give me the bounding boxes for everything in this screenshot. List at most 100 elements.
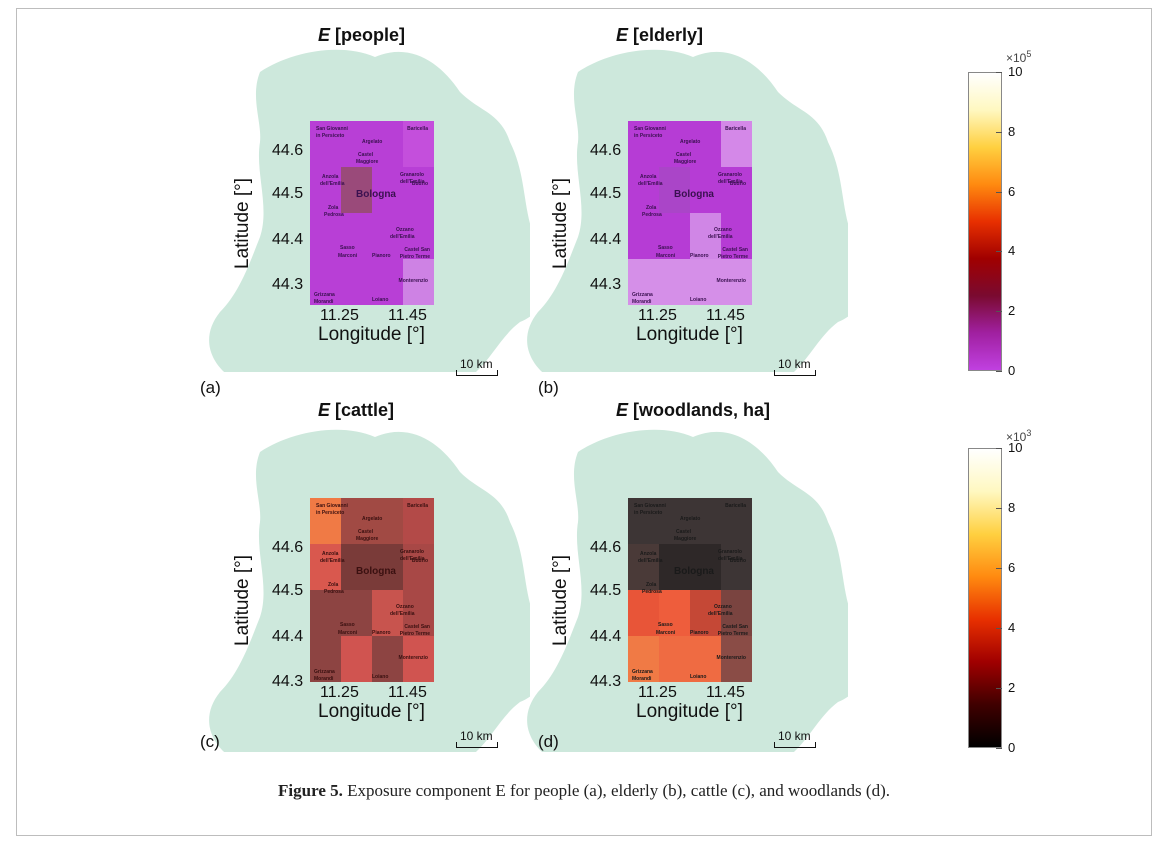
- municipality-label: Budrio: [412, 558, 428, 564]
- municipality-label: Anzola: [322, 551, 339, 557]
- grid-cell: [690, 121, 722, 168]
- municipality-label: Granarolo: [718, 549, 742, 555]
- grid-cell: [341, 121, 373, 168]
- grid-cell: [341, 590, 373, 637]
- colorbar-bottom: [968, 448, 1002, 748]
- grid-cell: [628, 167, 660, 214]
- municipality-label: dell'Emilia: [708, 234, 733, 240]
- scale-bar-label: 10 km: [778, 357, 811, 371]
- caption-text: Exposure component E for people (a), eld…: [342, 781, 890, 800]
- municipality-label: Anzola: [322, 174, 339, 180]
- grid-cell: [310, 213, 342, 260]
- grid-cell: [372, 259, 404, 305]
- colorbar-tick-mark: [996, 251, 1002, 253]
- municipality-label: dell'Emilia: [400, 179, 425, 185]
- municipality-label: San Giovanni: [316, 126, 349, 132]
- colorbar-tick-mark: [996, 748, 1002, 749]
- municipality-label: dell'Emilia: [400, 556, 425, 562]
- municipality-label: Sasso: [340, 622, 355, 628]
- grid-cell: [628, 590, 660, 637]
- y-tick-label: 44.4: [590, 628, 622, 645]
- municipality-label: Marconi: [656, 630, 676, 636]
- municipality-label: Pianoro: [690, 630, 709, 636]
- grid-cell: [721, 498, 752, 545]
- grid-cell: [690, 259, 722, 305]
- scale-bar-line: [774, 370, 816, 376]
- title-variable: E: [318, 400, 331, 420]
- y-tick-label: 44.6: [590, 539, 622, 556]
- municipality-label: Baricella: [407, 126, 428, 132]
- municipality-label: Castel: [676, 529, 692, 535]
- grid-cell: [721, 121, 752, 168]
- colorbar-tick-mark: [996, 191, 1002, 193]
- y-tick-label: 44.6: [590, 142, 622, 159]
- municipality-label: Monterenzio: [399, 278, 428, 284]
- municipality-label: Baricella: [725, 126, 746, 132]
- colorbar-tick-label: 8: [1008, 500, 1016, 515]
- scale-bar: 10 km: [774, 357, 816, 376]
- grid-cell: [659, 259, 691, 305]
- scale-bar-label: 10 km: [460, 357, 493, 371]
- grid-cell: [659, 213, 691, 260]
- grid-cell: [628, 213, 660, 260]
- title-text: [people]: [330, 25, 406, 45]
- grid-cell: [690, 636, 722, 682]
- y-tick-label: 44.6: [272, 539, 304, 556]
- grid-cell: [372, 121, 404, 168]
- municipality-label: San Giovanni: [634, 126, 667, 132]
- x-axis-label: Longitude [°]: [636, 324, 743, 345]
- figure-frame: [16, 8, 1152, 836]
- colorbar-top: [968, 72, 1002, 371]
- grid-cell: [372, 213, 404, 260]
- grid-cell: [341, 167, 373, 214]
- municipality-label: Granarolo: [718, 172, 742, 178]
- municipality-label: Grizzana: [632, 292, 653, 298]
- municipality-label: Ozzano: [714, 227, 732, 233]
- municipality-label: Grizzana: [314, 669, 335, 675]
- municipality-label: Sasso: [658, 245, 673, 251]
- y-tick-label: 44.3: [272, 673, 304, 690]
- grid-cell: [659, 636, 691, 682]
- title-variable: E: [616, 25, 629, 45]
- x-tick-label: 11.45: [706, 684, 745, 701]
- municipality-label: Castel: [358, 529, 374, 535]
- municipality-label: dell'Emilia: [638, 558, 663, 564]
- grid-cell: [372, 544, 404, 591]
- colorbar-tick-label: 10: [1008, 64, 1023, 79]
- grid-cell: [628, 259, 660, 305]
- grid-cell: [372, 590, 404, 637]
- y-axis-label: Latitude [°]: [232, 177, 253, 269]
- municipality-label: Ozzano: [396, 227, 414, 233]
- x-tick-label: 11.25: [638, 684, 677, 701]
- grid-cell: [310, 167, 342, 214]
- colorbar-tick-mark: [996, 311, 1002, 313]
- scale-bar: 10 km: [456, 357, 498, 376]
- figure-caption: Figure 5. Exposure component E for peopl…: [0, 781, 1168, 801]
- grid-cell: [721, 213, 752, 260]
- municipality-label: Argelato: [680, 139, 700, 145]
- municipality-label: Granarolo: [400, 549, 424, 555]
- x-axis-label: Longitude [°]: [318, 324, 425, 345]
- municipality-label: Morandi: [632, 676, 652, 682]
- municipality-label: Budrio: [730, 181, 746, 187]
- grid-cell: [403, 498, 434, 545]
- grid-cell: [721, 544, 752, 591]
- municipality-label: Argelato: [362, 139, 382, 145]
- municipality-label: Grizzana: [632, 669, 653, 675]
- x-tick-label: 11.25: [320, 307, 359, 324]
- grid-cell: [403, 121, 434, 168]
- municipality-label: Pedrosa: [642, 589, 662, 595]
- municipality-label: Castel San: [722, 624, 748, 630]
- municipality-label: Castel San: [404, 624, 430, 630]
- y-tick-label: 44.6: [272, 142, 304, 159]
- colorbar-tick-label: 4: [1008, 243, 1016, 259]
- grid-cell: [628, 121, 660, 168]
- grid-cell: [403, 259, 434, 305]
- colorbar-tick-label: 2: [1008, 303, 1016, 319]
- scale-bar-line: [456, 370, 498, 376]
- scale-bar-label: 10 km: [460, 729, 493, 743]
- municipality-label: Maggiore: [674, 536, 696, 542]
- panel-title-a: E [people]: [318, 25, 405, 46]
